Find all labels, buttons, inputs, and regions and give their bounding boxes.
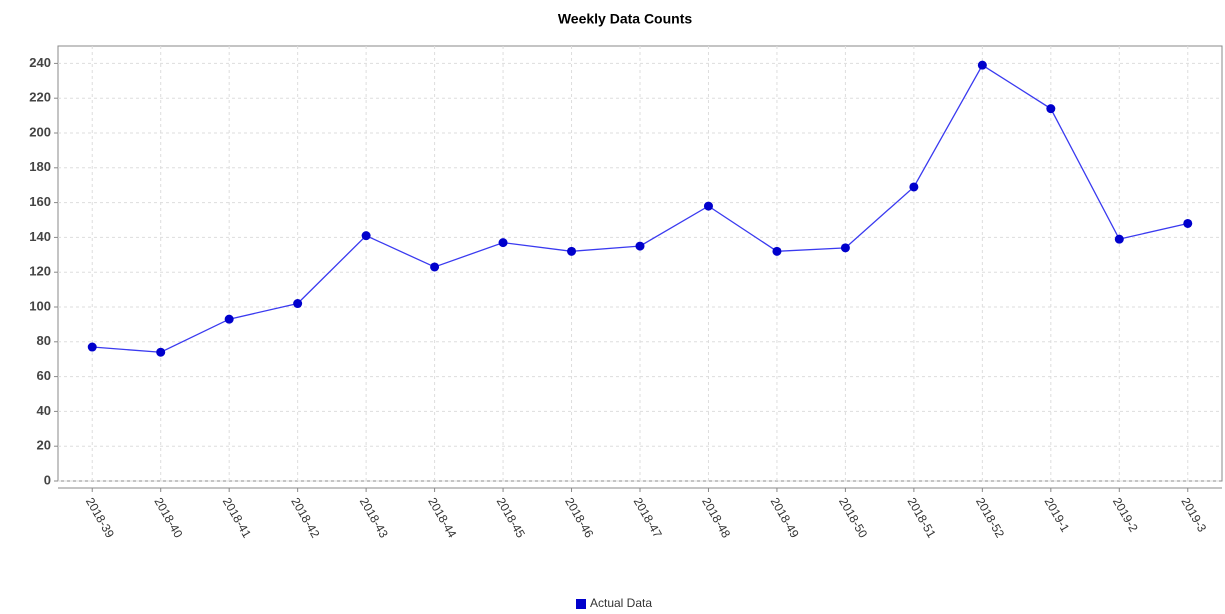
data-point <box>840 243 850 253</box>
x-tick-label: 2018-40 <box>151 495 185 540</box>
y-tick-label: 220 <box>29 90 51 105</box>
y-tick-label: 180 <box>29 159 51 174</box>
x-tick-label: 2018-50 <box>836 495 870 540</box>
x-tick-label: 2018-45 <box>494 495 528 540</box>
x-tick-label: 2018-42 <box>288 495 322 540</box>
y-tick-label: 20 <box>37 438 51 453</box>
data-point <box>498 238 508 248</box>
y-tick-label: 60 <box>37 368 51 383</box>
data-point <box>977 60 987 70</box>
y-tick-label: 160 <box>29 194 51 209</box>
y-tick-label: 80 <box>37 333 51 348</box>
y-tick-label: 100 <box>29 298 51 313</box>
data-point <box>361 231 371 241</box>
x-tick-label: 2018-44 <box>425 495 459 540</box>
legend-label: Actual Data <box>590 596 652 610</box>
data-point <box>156 347 166 357</box>
data-point <box>87 342 97 352</box>
data-point <box>909 182 919 192</box>
x-tick-label: 2018-52 <box>973 495 1007 540</box>
legend-swatch <box>576 599 586 609</box>
y-tick-label: 0 <box>44 472 51 487</box>
x-tick-label: 2018-46 <box>562 495 596 540</box>
data-point <box>430 262 440 272</box>
x-tick-label: 2019-3 <box>1178 495 1209 535</box>
data-point <box>1114 234 1124 244</box>
x-tick-label: 2018-48 <box>699 495 733 540</box>
chart-title: Weekly Data Counts <box>558 11 693 27</box>
data-point <box>567 246 577 256</box>
y-tick-label: 40 <box>37 403 51 418</box>
x-tick-label: 2018-49 <box>768 495 802 540</box>
y-tick-label: 200 <box>29 124 51 139</box>
data-point <box>1183 218 1193 228</box>
x-tick-label: 2018-51 <box>905 495 939 540</box>
data-point <box>635 241 645 251</box>
x-tick-label: 2019-2 <box>1110 495 1141 535</box>
data-point <box>1046 104 1056 114</box>
data-point <box>293 299 303 309</box>
x-tick-label: 2018-43 <box>357 495 391 540</box>
x-tick-label: 2019-1 <box>1041 495 1072 535</box>
y-tick-label: 120 <box>29 264 51 279</box>
data-point <box>224 314 234 324</box>
data-point <box>703 201 713 211</box>
data-point <box>772 246 782 256</box>
x-tick-label: 2018-41 <box>220 495 254 540</box>
y-tick-label: 240 <box>29 55 51 70</box>
y-tick-label: 140 <box>29 229 51 244</box>
x-tick-label: 2018-39 <box>83 495 117 540</box>
x-tick-label: 2018-47 <box>631 495 665 540</box>
